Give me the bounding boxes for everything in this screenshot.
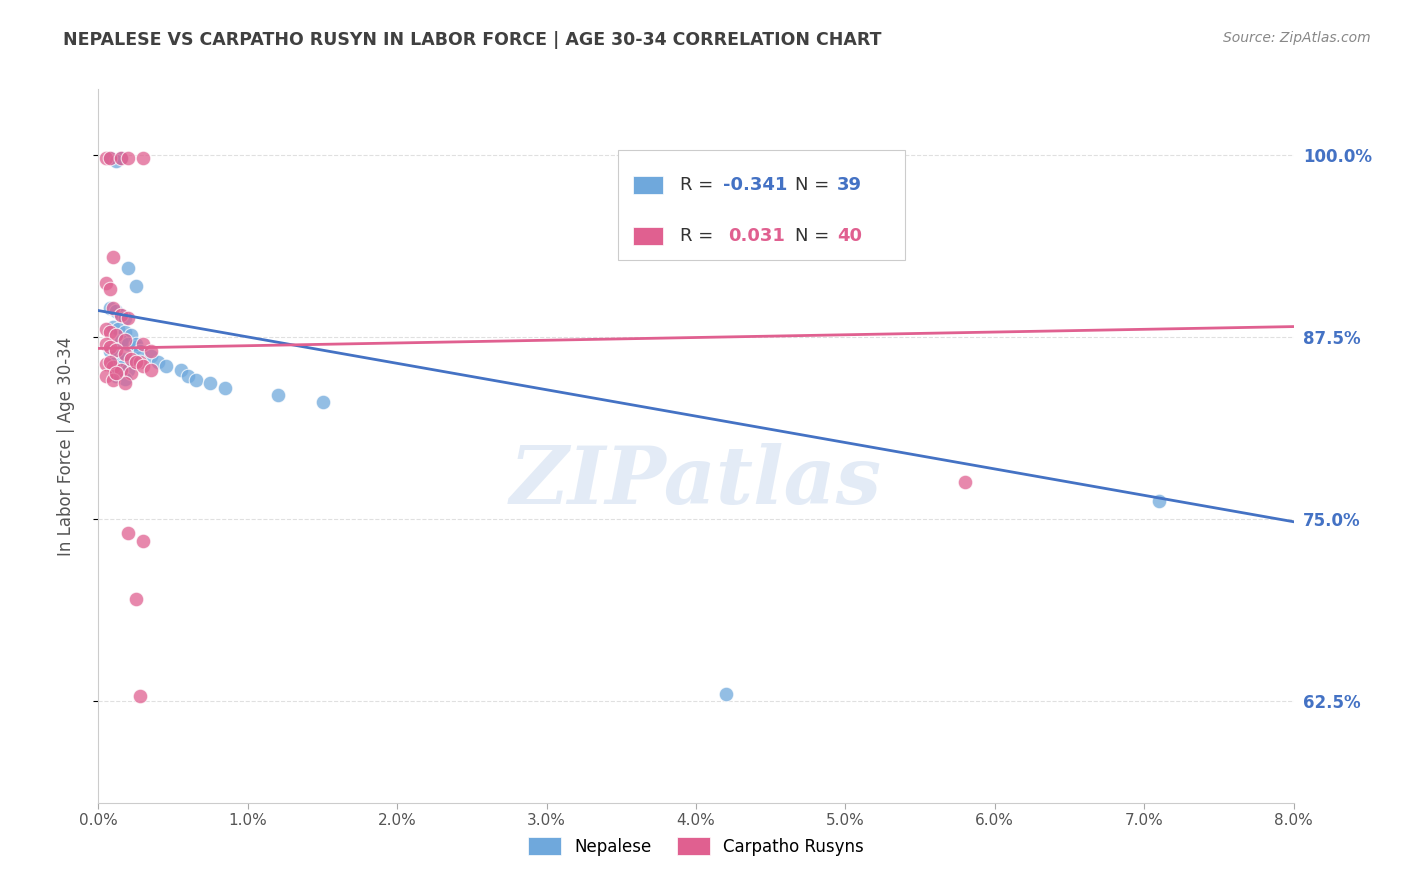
Text: N =: N = [796,177,835,194]
Point [94,358,117,372]
Point [114,372,136,386]
Point [98,301,122,315]
Point [103,360,125,375]
Point [105,349,128,363]
Point [105,343,128,357]
Point [110,363,132,377]
Text: Source: ZipAtlas.com: Source: ZipAtlas.com [1223,31,1371,45]
Point [98,354,122,368]
Point [184,374,207,388]
Point [267,388,290,402]
Point [94,369,117,384]
Point [117,310,139,325]
Point [114,347,136,361]
Point [110,334,132,348]
Point [105,366,128,380]
Text: R =: R = [681,177,720,194]
Point [94,337,117,351]
Point [117,337,139,351]
Point [117,526,139,541]
Point [94,276,117,290]
Point [105,328,128,343]
Point [117,261,139,276]
Point [714,687,737,701]
Point [200,376,222,391]
Text: R =: R = [681,227,725,245]
Point [98,151,122,165]
Point [1147,494,1170,508]
Point [103,250,125,264]
Point [139,363,162,377]
Point [105,303,128,318]
Point [311,395,333,409]
Point [117,363,139,377]
Text: 40: 40 [837,227,862,245]
Point [139,349,162,363]
Point [103,319,125,334]
Point [111,351,134,366]
Legend: Nepalese, Carpatho Rusyns: Nepalese, Carpatho Rusyns [522,830,870,863]
Point [98,344,122,359]
Point [125,278,148,293]
Point [129,344,152,359]
Text: N =: N = [796,227,835,245]
Point [169,363,191,377]
Point [125,337,148,351]
Text: NEPALESE VS CARPATHO RUSYN IN LABOR FORCE | AGE 30-34 CORRELATION CHART: NEPALESE VS CARPATHO RUSYN IN LABOR FORC… [63,31,882,49]
Point [98,340,122,354]
Point [132,359,155,373]
Point [129,354,152,368]
Point [110,308,132,322]
Point [94,322,117,336]
Y-axis label: In Labor Force | Age 30-34: In Labor Force | Age 30-34 [56,336,75,556]
Point [98,151,122,165]
Text: -0.341: -0.341 [724,177,787,194]
FancyBboxPatch shape [633,177,662,194]
Point [120,354,142,368]
Point [98,282,122,296]
Point [114,326,136,340]
Point [94,151,117,165]
Point [214,381,236,395]
FancyBboxPatch shape [633,227,662,245]
Point [120,351,142,366]
Point [110,308,132,322]
Text: 39: 39 [837,177,862,194]
Point [110,151,132,165]
Point [98,326,122,340]
Point [110,151,132,165]
Point [129,690,152,704]
Point [120,366,142,380]
Point [114,376,136,391]
Point [177,369,200,384]
Point [139,344,162,359]
Point [155,359,177,373]
Point [105,153,128,168]
Point [103,301,125,315]
FancyBboxPatch shape [619,150,905,260]
Point [132,533,155,548]
Point [148,354,170,368]
Text: ZIPatlas: ZIPatlas [510,443,882,520]
Point [120,328,142,343]
Point [107,322,129,336]
Point [110,360,132,375]
Point [132,337,155,351]
Point [125,354,148,368]
Point [125,591,148,606]
Point [953,475,976,490]
Point [117,151,139,165]
Point [105,369,128,384]
Point [103,358,125,372]
Point [125,340,148,354]
Point [114,310,136,325]
Text: 0.031: 0.031 [728,227,785,245]
Point [103,374,125,388]
Point [132,151,155,165]
Point [114,333,136,347]
